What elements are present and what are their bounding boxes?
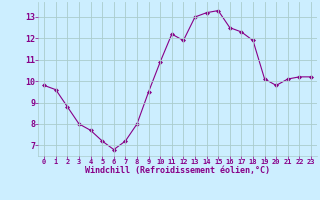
X-axis label: Windchill (Refroidissement éolien,°C): Windchill (Refroidissement éolien,°C) xyxy=(85,166,270,175)
